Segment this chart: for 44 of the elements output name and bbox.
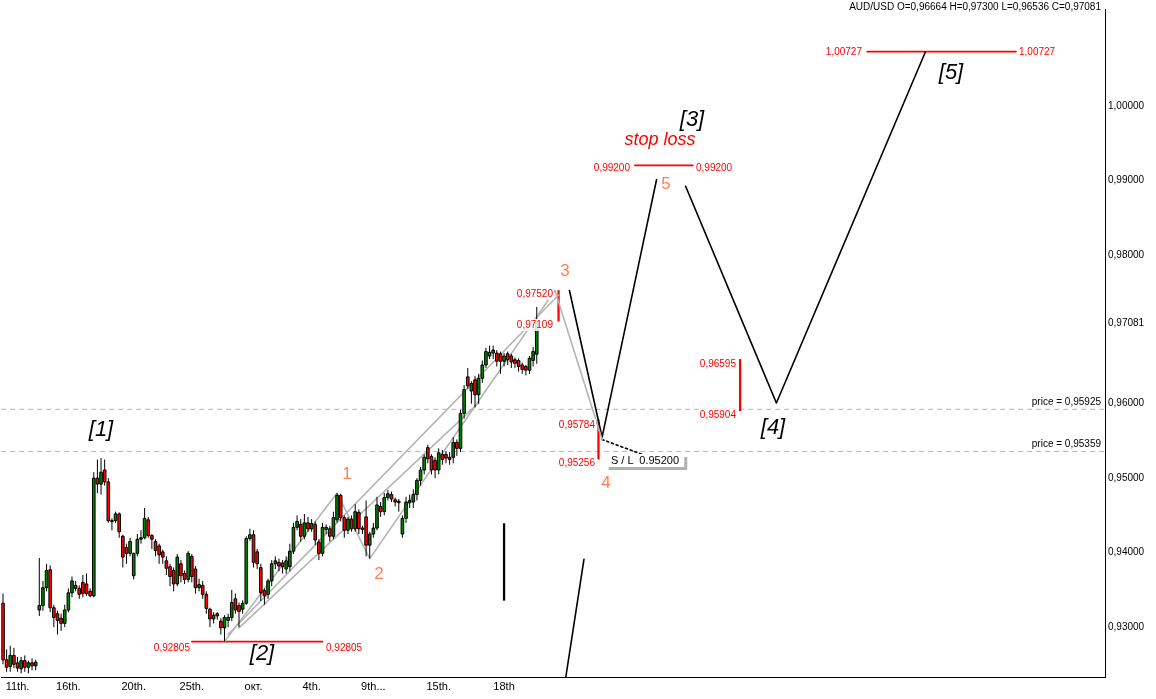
annotation: 5	[661, 173, 671, 193]
annotation: stop loss	[624, 129, 696, 149]
y-tick-label: 0,93000	[1108, 620, 1145, 632]
annotation: 0,95256	[558, 456, 596, 468]
annotation: 1	[342, 463, 352, 483]
y-tick-label: 0,94000	[1108, 546, 1145, 558]
annotation: 0,92805	[326, 641, 363, 653]
x-tick-label: 25th.	[179, 679, 205, 692]
y-tick-label: 1,00000	[1108, 99, 1145, 111]
y-tick-label: 0,95000	[1108, 471, 1145, 483]
chart-title: AUD/USD O=0,96664 H=0,97300 L=0,96536 C=0,97081	[849, 0, 1102, 12]
x-tick-label: 18th	[493, 679, 515, 692]
y-tick-label: 0,97081	[1108, 316, 1145, 328]
annotation: [2]	[248, 640, 276, 666]
y-tick-label: 0,99000	[1108, 174, 1145, 186]
ref-line-label: price = 0,95359	[1031, 438, 1102, 450]
annotation: [5]	[937, 59, 965, 85]
annotation: 0,96595	[699, 357, 737, 369]
annotation: [4]	[759, 414, 787, 440]
y-tick-label: 0,96000	[1108, 397, 1145, 409]
annotation: [1]	[87, 416, 115, 442]
x-tick-label: окт.	[244, 679, 263, 692]
x-tick-label: 20th.	[121, 679, 146, 692]
annotation: 4	[601, 472, 611, 492]
annotation: 1,00727	[1019, 45, 1056, 57]
annotation: 0,99200	[696, 161, 733, 173]
x-tick-label: 4th.	[302, 679, 321, 692]
annotation: 0,99200	[593, 161, 631, 173]
ref-line-label: price = 0,95925	[1031, 396, 1102, 408]
annotation: 2	[374, 563, 384, 583]
x-tick-label: 9th...	[361, 679, 386, 692]
annotation: 1,00727	[825, 45, 863, 57]
annotation: 0,95904	[699, 408, 737, 420]
x-tick-label: 16th.	[56, 679, 81, 692]
annotation: 3	[560, 260, 570, 280]
x-tick-label: 11th.	[5, 679, 30, 692]
x-tick-label: 15th.	[426, 679, 451, 692]
annotation: 0,97520	[516, 287, 554, 299]
annotation: 0,95784	[558, 418, 596, 430]
annotation: S / L 0.95200	[610, 454, 680, 467]
annotation: 0,97109	[516, 318, 554, 330]
annotation: [3]	[678, 106, 706, 132]
y-tick-label: 0,98000	[1108, 248, 1145, 260]
annotation: 0,92805	[153, 641, 191, 653]
